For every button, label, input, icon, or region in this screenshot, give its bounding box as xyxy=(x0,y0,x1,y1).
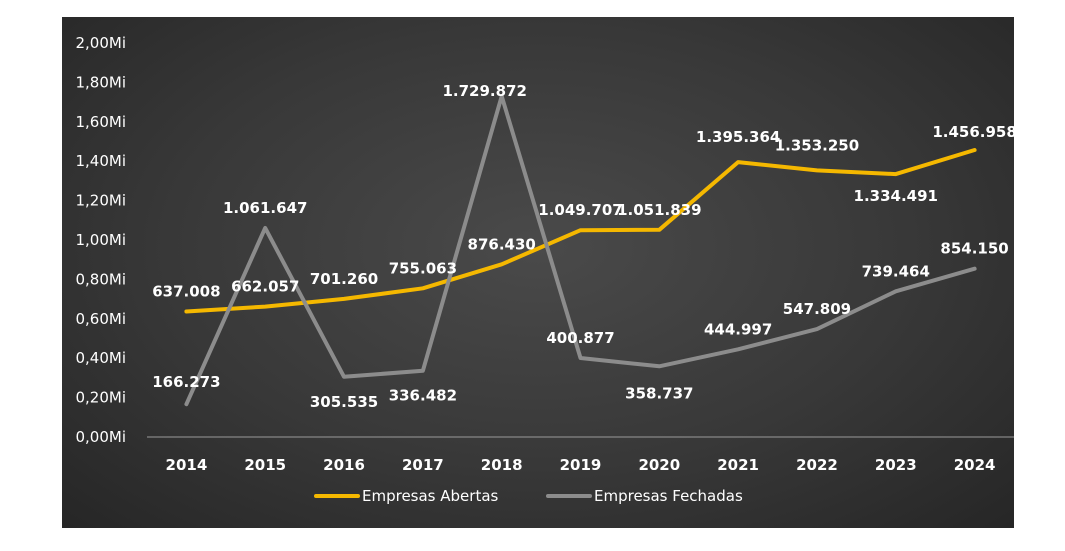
data-label: 305.535 xyxy=(310,393,378,411)
x-tick-label: 2024 xyxy=(954,456,996,474)
data-label: 444.997 xyxy=(704,320,772,338)
data-label: 755.063 xyxy=(389,259,457,277)
data-label: 1.729.872 xyxy=(442,82,526,100)
y-tick-label: 1,40Mi xyxy=(75,152,126,170)
data-label: 701.260 xyxy=(310,270,378,288)
y-axis: 0,00Mi 0,20Mi 0,40Mi 0,60Mi 0,80Mi 1,00Mi 1,20… xyxy=(75,34,126,446)
x-tick-label: 2018 xyxy=(481,456,523,474)
x-tick-label: 2022 xyxy=(796,456,838,474)
data-label: 1.051.839 xyxy=(617,201,701,219)
chart-panel xyxy=(62,17,1014,528)
series-line-empresas-fechadas xyxy=(184,94,977,407)
data-label: 876.430 xyxy=(468,235,536,253)
data-label: 1.061.647 xyxy=(223,199,307,217)
x-tick-label: 2016 xyxy=(323,456,365,474)
y-tick-label: 0,80Mi xyxy=(75,270,126,288)
data-label: 336.482 xyxy=(389,387,457,405)
data-label: 854.150 xyxy=(940,240,1008,258)
y-tick-label: 1,20Mi xyxy=(75,192,126,210)
data-label: 547.809 xyxy=(783,300,851,318)
series-lines xyxy=(184,94,977,407)
data-label: 1.049.707 xyxy=(538,201,622,219)
x-tick-label: 2021 xyxy=(717,456,759,474)
data-label: 1.353.250 xyxy=(775,136,859,154)
y-tick-label: 0,20Mi xyxy=(75,389,126,407)
x-tick-label: 2019 xyxy=(560,456,602,474)
legend-label-empresas-fechadas: Empresas Fechadas xyxy=(594,487,743,505)
x-tick-label: 2017 xyxy=(402,456,444,474)
x-axis: 2014 2015 2016 2017 2018 2019 2020 2021 2022 2023… xyxy=(166,456,996,474)
data-label: 1.456.958 xyxy=(932,123,1016,141)
y-tick-label: 1,60Mi xyxy=(75,113,126,131)
x-tick-label: 2014 xyxy=(166,456,208,474)
x-tick-label: 2023 xyxy=(875,456,917,474)
y-tick-label: 0,00Mi xyxy=(75,428,126,446)
legend: Empresas Abertas Empresas Fechadas xyxy=(314,487,743,505)
x-tick-label: 2020 xyxy=(638,456,680,474)
data-label: 1.395.364 xyxy=(696,128,780,146)
data-label: 400.877 xyxy=(546,329,614,347)
data-label: 1.334.491 xyxy=(854,187,938,205)
y-tick-label: 2,00Mi xyxy=(75,34,126,52)
legend-label-empresas-abertas: Empresas Abertas xyxy=(362,487,499,505)
data-label: 358.737 xyxy=(625,384,693,402)
data-labels: 637.008 662.057 701.260 755.063 876.4301.049… xyxy=(152,82,1017,411)
y-tick-label: 1,00Mi xyxy=(75,231,126,249)
y-tick-label: 0,40Mi xyxy=(75,349,126,367)
series-line-empresas-abertas xyxy=(184,148,977,314)
y-tick-label: 1,80Mi xyxy=(75,73,126,91)
data-label: 637.008 xyxy=(152,283,220,301)
data-label: 739.464 xyxy=(862,262,930,280)
data-label: 166.273 xyxy=(152,373,220,391)
x-tick-label: 2015 xyxy=(244,456,286,474)
data-label: 662.057 xyxy=(231,278,299,296)
y-tick-label: 0,60Mi xyxy=(75,310,126,328)
